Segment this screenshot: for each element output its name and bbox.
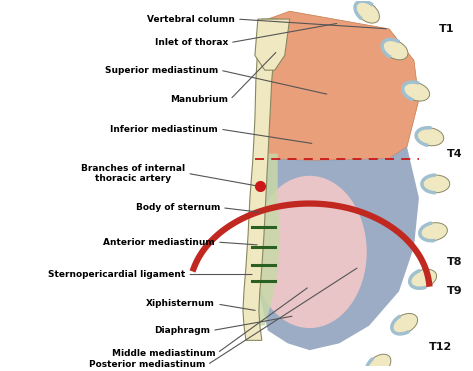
Ellipse shape: [416, 128, 444, 146]
Ellipse shape: [420, 223, 447, 241]
Ellipse shape: [410, 269, 437, 288]
Ellipse shape: [422, 175, 450, 193]
Polygon shape: [260, 11, 419, 161]
Text: Sternopericardial ligament: Sternopericardial ligament: [48, 270, 185, 279]
Text: Manubrium: Manubrium: [170, 95, 228, 104]
Text: T12: T12: [429, 342, 452, 352]
Text: Superior mediastinum: Superior mediastinum: [105, 66, 218, 75]
Ellipse shape: [253, 176, 367, 328]
Text: Xiphisternum: Xiphisternum: [146, 299, 215, 308]
Text: Branches of internal
thoracic artery: Branches of internal thoracic artery: [81, 164, 185, 183]
Text: Posterior mediastinum: Posterior mediastinum: [89, 360, 205, 370]
Ellipse shape: [355, 1, 379, 23]
Text: Inlet of thorax: Inlet of thorax: [155, 38, 228, 47]
Text: T4: T4: [447, 149, 463, 159]
Text: Anterior mediastinum: Anterior mediastinum: [104, 237, 215, 247]
Text: Inferior mediastinum: Inferior mediastinum: [110, 125, 218, 134]
Polygon shape: [255, 147, 419, 350]
Polygon shape: [248, 154, 280, 326]
Polygon shape: [255, 19, 289, 70]
Ellipse shape: [382, 39, 408, 60]
Text: Body of sternum: Body of sternum: [136, 203, 220, 212]
Text: T9: T9: [447, 286, 463, 296]
Text: T1: T1: [439, 24, 454, 34]
Text: Middle mediastinum: Middle mediastinum: [112, 349, 215, 358]
Ellipse shape: [367, 354, 391, 371]
Polygon shape: [243, 19, 278, 340]
Ellipse shape: [392, 313, 418, 334]
Text: Diaphragm: Diaphragm: [154, 326, 210, 335]
Text: T8: T8: [447, 257, 462, 267]
Ellipse shape: [403, 82, 429, 101]
Text: Vertebral column: Vertebral column: [147, 14, 235, 24]
